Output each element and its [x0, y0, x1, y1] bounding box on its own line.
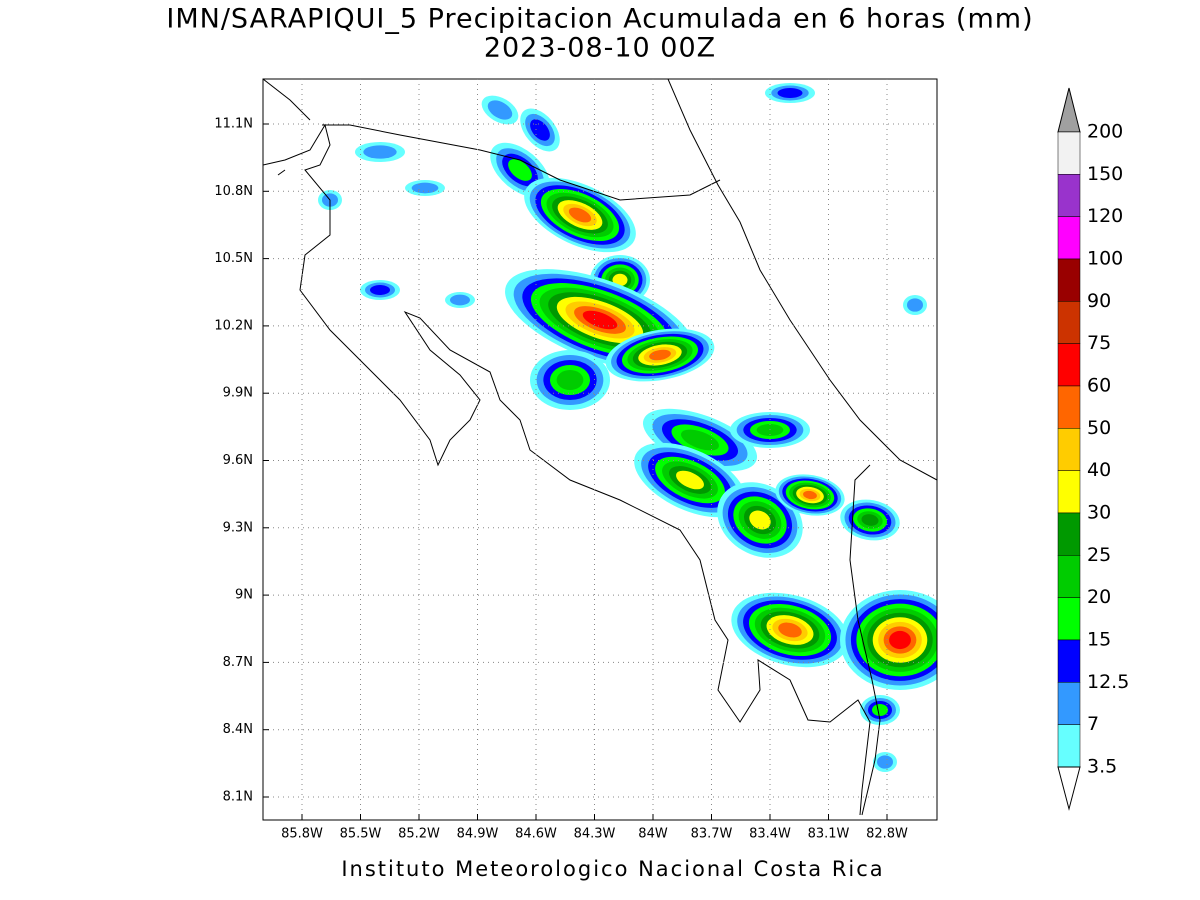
- title: IMN/SARAPIQUI_5 Precipitacion Acumulada …: [166, 4, 1033, 35]
- x-tick-label: 85.2W: [398, 827, 440, 842]
- x-tick-label: 84.6W: [515, 827, 557, 842]
- x-tick-label: 83.1W: [808, 827, 850, 842]
- rain-contour: [508, 159, 532, 181]
- rain-contour: [582, 310, 618, 330]
- rain-contour: [676, 470, 704, 490]
- plot-frame: [262, 78, 938, 821]
- rain-contour: [370, 285, 390, 295]
- rain-contour: [450, 294, 470, 306]
- colorbar-box: [1057, 174, 1081, 217]
- caribbean-coast: [667, 79, 937, 481]
- rain-contour: [680, 429, 720, 451]
- pacific-coast: [263, 123, 871, 816]
- colorbar-box: [1057, 512, 1081, 556]
- colorbar-box: [1057, 301, 1081, 344]
- colorbar-label: 3.5: [1087, 755, 1117, 777]
- rain-contour: [777, 88, 803, 98]
- subtitle: 2023-08-10 00Z: [484, 33, 716, 64]
- colorbar-label: 150: [1087, 163, 1123, 185]
- rain-contour: [568, 207, 592, 223]
- colorbar-label: 90: [1087, 290, 1111, 312]
- colorbar-label: 50: [1087, 417, 1111, 439]
- colorbar-box: [1057, 639, 1081, 683]
- colorbar: 200 150 120 100 90 75 60 50 40 30 25 20 15 12.5 7 3.5: [1057, 87, 1129, 811]
- colorbar-box: [1057, 131, 1081, 175]
- border-north: [322, 124, 721, 201]
- y-tick-label: 8.1N: [223, 790, 253, 805]
- colorbar-box: [1057, 428, 1081, 471]
- colorbar-label: 120: [1087, 205, 1123, 227]
- colorbar-box: [1057, 682, 1081, 725]
- rain-contour: [907, 298, 923, 312]
- colorbar-label: 12.5: [1087, 671, 1129, 693]
- colorbar-box: [1057, 597, 1081, 641]
- colorbar-label: 75: [1087, 332, 1111, 354]
- rain-contour: [649, 349, 671, 361]
- colorbar-label: 20: [1087, 586, 1111, 608]
- nicaragua-coast: [263, 79, 311, 176]
- x-tick-label: 84W: [638, 827, 668, 842]
- y-tick-label: 8.7N: [223, 655, 253, 670]
- colorbar-over: [1057, 87, 1081, 133]
- colorbar-box: [1057, 555, 1081, 598]
- y-tick-label: 9.9N: [223, 386, 253, 401]
- colorbar-box: [1057, 385, 1081, 429]
- precipitation-field: [318, 83, 937, 772]
- rain-contour: [756, 424, 784, 436]
- axes: 85.8W 85.5W 85.2W 84.9W 84.6W 84.3W 84W 83.7W 83…: [214, 78, 938, 842]
- x-tick-label: 85.8W: [281, 827, 323, 842]
- colorbar-label: 25: [1087, 544, 1111, 566]
- colorbar-box: [1057, 470, 1081, 514]
- rain-contour: [872, 704, 888, 716]
- y-tick-label: 9N: [235, 588, 253, 603]
- y-tick-label: 10.5N: [214, 251, 253, 266]
- colorbar-box: [1057, 724, 1081, 768]
- y-tick-label: 10.8N: [214, 184, 253, 199]
- colorbar-label: 15: [1087, 628, 1111, 650]
- colorbar-label: 30: [1087, 501, 1111, 523]
- colorbar-box: [1057, 216, 1081, 260]
- rain-contour: [363, 145, 397, 159]
- rain-contour: [877, 755, 893, 769]
- border-south: [849, 464, 881, 816]
- colorbar-under: [1057, 766, 1081, 811]
- footer: Instituto Meteorologico Nacional Costa R…: [341, 857, 884, 881]
- y-tick-label: 11.1N: [214, 117, 253, 132]
- colorbar-label: 7: [1087, 713, 1099, 735]
- x-tick-label: 84.3W: [574, 827, 616, 842]
- rain-contour: [556, 370, 584, 390]
- x-tick-label: 83.7W: [691, 827, 733, 842]
- x-tick-label: 82.8W: [866, 827, 908, 842]
- x-tick-label: 85.5W: [340, 827, 382, 842]
- colorbar-label: 40: [1087, 459, 1111, 481]
- colorbar-box: [1057, 258, 1081, 302]
- rain-contour: [889, 630, 911, 650]
- colorbar-label: 60: [1087, 374, 1111, 396]
- x-tick-label: 83.4W: [749, 827, 791, 842]
- colorbar-label: 100: [1087, 247, 1123, 269]
- y-tick-label: 9.6N: [223, 453, 253, 468]
- rain-contour: [411, 182, 439, 194]
- rain-contour: [749, 510, 771, 530]
- x-tick-label: 84.9W: [457, 827, 499, 842]
- rain-contour: [861, 514, 879, 526]
- coastlines: [263, 79, 937, 816]
- rain-contour: [778, 622, 802, 638]
- colorbar-box: [1057, 343, 1081, 387]
- colorbar-label: 200: [1087, 121, 1123, 143]
- rain-contour: [803, 490, 817, 500]
- y-tick-label: 9.3N: [223, 520, 253, 535]
- y-tick-label: 10.2N: [214, 318, 253, 333]
- rain-contour: [487, 100, 513, 120]
- rain-contour: [612, 273, 628, 287]
- rain-contour: [530, 119, 550, 141]
- y-tick-label: 8.4N: [223, 722, 253, 737]
